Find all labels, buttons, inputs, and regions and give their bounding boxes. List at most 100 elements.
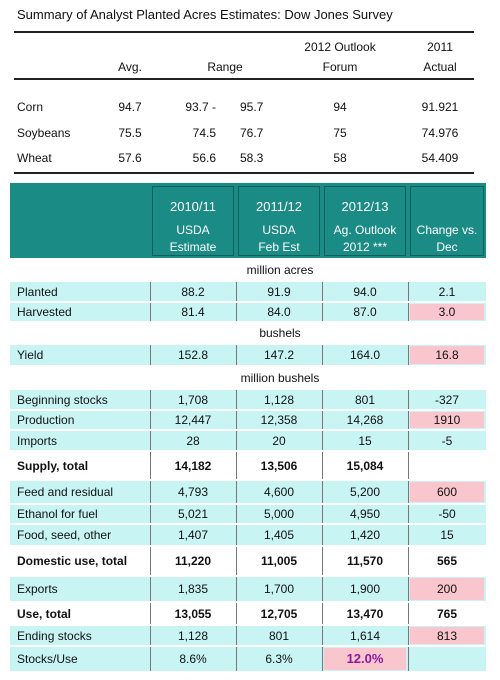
cell-border <box>408 626 409 645</box>
cell-border <box>150 431 151 450</box>
cell-border <box>236 505 237 523</box>
cell-border <box>322 282 323 301</box>
cell-border <box>408 481 409 503</box>
cell-border <box>322 525 323 545</box>
cell-border <box>150 282 151 301</box>
title: Summary of Analyst Planted Acres Estimat… <box>17 7 393 22</box>
cell: 91.921 <box>421 100 459 114</box>
cell-border <box>236 390 237 409</box>
cell: 15 <box>440 528 454 542</box>
cell-border <box>322 431 323 450</box>
cell: 1,128 <box>177 628 209 643</box>
column-header: USDA <box>262 223 296 237</box>
cell: 5,021 <box>177 507 209 521</box>
cell-border <box>322 345 323 365</box>
cell-border <box>322 626 323 645</box>
column-header: 2011 <box>427 40 453 54</box>
cell: 801 <box>354 392 376 407</box>
section-label: bushels <box>259 326 301 340</box>
row-label: Corn <box>17 100 44 114</box>
cell-border <box>150 577 151 601</box>
cell: 5,200 <box>349 485 381 499</box>
cell: 164.0 <box>349 348 381 362</box>
cell: 75.5 <box>118 126 142 140</box>
row-label: Yield <box>17 348 44 362</box>
cell: 1,900 <box>349 582 381 596</box>
cell-border <box>150 505 151 523</box>
row-background <box>10 603 486 624</box>
cell-border <box>408 603 409 624</box>
cell-border <box>236 411 237 429</box>
highlight <box>324 648 406 670</box>
section-label: million acres <box>246 262 314 277</box>
cell-border <box>408 431 409 450</box>
cell-border <box>408 390 409 409</box>
cell: 4,600 <box>263 485 295 499</box>
row-background <box>10 525 486 545</box>
cell: 14,182 <box>174 458 212 473</box>
row-background <box>10 431 486 450</box>
cell: 84.0 <box>267 305 291 319</box>
cell-border <box>408 303 409 321</box>
header-cell <box>238 186 320 256</box>
cell-border <box>322 411 323 429</box>
cell: 4,950 <box>349 507 381 521</box>
highlight <box>410 412 484 428</box>
column-header: 2011/12 <box>255 199 303 214</box>
cell: 81.4 <box>181 305 205 319</box>
cell-border <box>322 603 323 624</box>
cell-border <box>150 525 151 545</box>
cell-border <box>322 390 323 409</box>
cell-border <box>236 431 237 450</box>
rule <box>14 78 474 80</box>
column-header: Forum <box>322 60 358 74</box>
cell: 54.409 <box>421 151 459 165</box>
column-header: Change vs. <box>416 223 478 237</box>
cell-border <box>322 505 323 523</box>
cell: 1,407 <box>177 528 209 542</box>
row-label: Exports <box>17 582 58 596</box>
cell: 94.0 <box>353 284 377 299</box>
column-header: 2012/13 <box>341 199 389 214</box>
cell-border <box>150 390 151 409</box>
column-header: Ag. Outlook <box>333 223 397 237</box>
row-background <box>10 577 486 601</box>
cell: 1,405 <box>263 528 295 542</box>
cell-border <box>236 282 237 301</box>
cell: 13,470 <box>346 606 384 621</box>
cell: 91.9 <box>267 284 291 299</box>
column-header: Estimate <box>169 240 217 254</box>
cell: 3.0 <box>438 305 456 319</box>
header-cell <box>410 186 484 256</box>
row-label: Domestic use, total <box>17 554 128 568</box>
cell: 94 <box>333 100 347 114</box>
cell-border <box>408 547 409 575</box>
row-label: Feed and residual <box>17 485 114 499</box>
cell-border <box>150 345 151 365</box>
column-header: Dec <box>436 240 458 254</box>
cell: 58 <box>333 151 347 165</box>
cell-border <box>150 452 151 479</box>
row-background <box>10 647 486 671</box>
cell: 75 <box>333 126 347 140</box>
cell-border <box>236 481 237 503</box>
row-label: Supply, total <box>17 458 89 473</box>
section-label: million bushels <box>240 370 320 385</box>
cell: -327 <box>434 392 460 407</box>
cell: 95.7 <box>240 100 264 114</box>
cell: 15 <box>358 433 372 448</box>
cell: 13,055 <box>174 606 212 621</box>
cell: 56.6 <box>192 151 216 165</box>
cell: 12,705 <box>260 606 298 621</box>
cell: 6.3% <box>265 652 293 666</box>
row-label: Use, total <box>17 606 72 621</box>
cell-border <box>236 525 237 545</box>
column-header: USDA <box>176 223 210 237</box>
rule <box>14 31 474 33</box>
cell: 1,835 <box>177 582 209 596</box>
header-cell <box>324 186 406 256</box>
cell: 1,614 <box>349 628 381 643</box>
cell: 11,570 <box>346 554 384 568</box>
cell: 16.8 <box>435 348 459 362</box>
